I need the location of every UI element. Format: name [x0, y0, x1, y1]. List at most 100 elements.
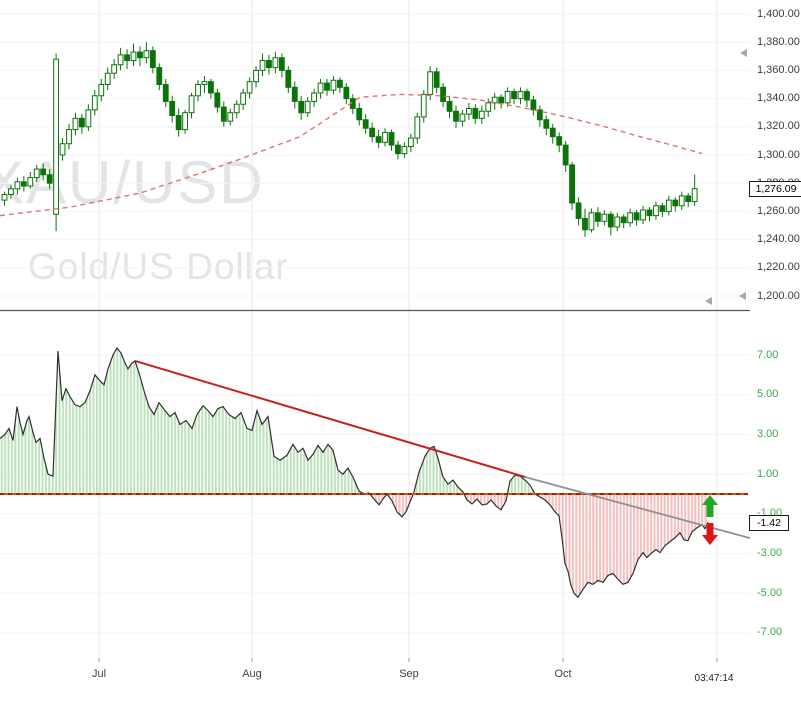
candle	[640, 209, 646, 221]
candle	[298, 100, 305, 114]
candle	[407, 137, 414, 148]
candle	[511, 91, 517, 100]
candle	[72, 117, 79, 131]
price-scale[interactable]: 1,400.00 1,380.00 1,360.00 1,340.00 1,320.00…	[750, 0, 801, 310]
candle	[285, 69, 292, 88]
candle	[311, 92, 318, 102]
indicator-axis-label: -5.00	[757, 586, 783, 599]
price-axis-label: 1,240.00	[757, 233, 800, 246]
candle	[504, 91, 511, 104]
candle	[175, 115, 182, 131]
candle	[485, 102, 492, 112]
candle	[266, 60, 272, 69]
candle	[291, 86, 298, 102]
price-axis-label: 1,340.00	[757, 92, 800, 105]
time-scale[interactable]: 03:47:14 Jul Aug Sep Oct	[0, 660, 801, 704]
candle	[214, 92, 221, 108]
candle	[614, 216, 621, 228]
candle	[646, 209, 653, 217]
candle	[388, 131, 395, 146]
candle	[575, 202, 582, 219]
candle	[111, 64, 118, 74]
candle	[420, 93, 427, 118]
candle	[659, 205, 666, 212]
candle	[472, 107, 479, 119]
candle	[253, 69, 259, 83]
candle	[246, 81, 253, 94]
candle	[356, 107, 363, 121]
candle	[208, 81, 214, 94]
candle	[98, 84, 105, 97]
candle	[556, 136, 563, 146]
trendline-red	[134, 359, 526, 478]
candle	[143, 50, 150, 59]
candle	[156, 67, 163, 86]
candle	[27, 177, 34, 187]
scale-arrow-icon[interactable]	[739, 292, 746, 300]
candle	[685, 195, 692, 203]
time-axis-label-jul: Jul	[91, 668, 107, 680]
clock-label: 03:47:14	[694, 673, 734, 684]
indicator-axis-label: 1.00	[757, 467, 779, 480]
candle	[562, 144, 569, 166]
candle	[66, 129, 72, 145]
candle	[672, 199, 679, 207]
candle	[536, 109, 543, 121]
ma-line	[0, 93, 703, 217]
candle	[427, 71, 434, 95]
candle	[259, 60, 266, 71]
candle	[543, 119, 550, 129]
indicator-axis-label: 7.00	[757, 348, 779, 361]
candle	[85, 109, 92, 128]
candle	[601, 213, 608, 222]
candle	[1, 193, 8, 201]
candle	[182, 112, 188, 131]
candle	[369, 127, 376, 138]
candle	[195, 84, 201, 97]
candle	[446, 100, 453, 112]
candle	[46, 174, 53, 184]
price-axis-label: 1,260.00	[757, 204, 800, 217]
candle	[304, 100, 311, 114]
indicator-scale[interactable]: 7.00 5.00 3.00 1.00 -1.00 -3.00 -5.00 -7.00	[750, 318, 801, 660]
candle	[459, 113, 466, 122]
down-arrow-icon	[702, 523, 718, 545]
candle	[79, 117, 85, 128]
candle	[491, 96, 498, 104]
candle	[691, 188, 698, 203]
candle	[40, 168, 47, 176]
candle	[569, 164, 576, 204]
candle	[33, 168, 40, 179]
candle	[201, 81, 208, 86]
candle	[324, 82, 330, 91]
candlestick-layer	[1, 42, 698, 237]
candle	[433, 71, 440, 88]
candle	[375, 136, 382, 143]
candle	[414, 116, 421, 139]
candle	[233, 103, 240, 114]
oscillator-area	[0, 346, 709, 599]
scale-arrow-icon[interactable]	[705, 297, 712, 305]
price-axis-label: 1,300.00	[757, 148, 800, 161]
candle	[382, 131, 388, 143]
candle	[440, 86, 447, 102]
scale-arrow-icon[interactable]	[740, 49, 747, 57]
candle	[627, 212, 634, 224]
candle	[59, 143, 66, 156]
indicator-axis-label: 5.00	[757, 388, 779, 401]
up-arrow-icon	[702, 495, 718, 517]
candle	[362, 119, 369, 129]
candle	[524, 91, 530, 101]
candle	[124, 54, 130, 62]
candle	[149, 50, 156, 69]
price-axis-label: 1,380.00	[757, 35, 800, 48]
candle	[478, 110, 485, 119]
candle	[220, 106, 227, 122]
price-axis-label: 1,220.00	[757, 261, 800, 274]
candle	[633, 212, 640, 221]
candle	[653, 205, 659, 217]
candle	[53, 58, 60, 215]
candle	[517, 91, 524, 100]
